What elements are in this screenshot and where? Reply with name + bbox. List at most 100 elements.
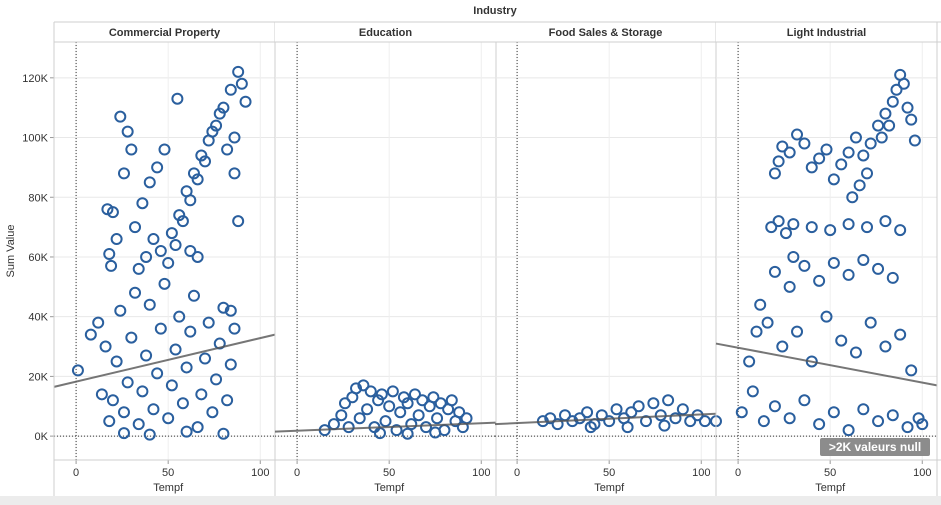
data-point[interactable] [165, 227, 178, 240]
data-point[interactable] [408, 388, 421, 401]
data-point[interactable] [842, 218, 855, 231]
data-point[interactable] [445, 394, 458, 407]
data-point[interactable] [195, 388, 208, 401]
data-point[interactable] [143, 176, 156, 189]
data-point[interactable] [750, 325, 763, 338]
data-point[interactable] [783, 412, 796, 425]
data-point[interactable] [184, 194, 197, 207]
data-point[interactable] [232, 65, 245, 78]
data-point[interactable] [350, 382, 363, 395]
data-point[interactable] [71, 364, 84, 377]
data-point[interactable] [217, 427, 230, 440]
data-point[interactable] [905, 113, 918, 126]
data-point[interactable] [221, 394, 234, 407]
data-point[interactable] [187, 289, 200, 302]
data-point[interactable] [372, 394, 385, 407]
data-point[interactable] [901, 421, 914, 434]
data-point[interactable] [228, 322, 241, 335]
data-point[interactable] [228, 167, 241, 180]
bottom-scroll-strip[interactable] [0, 496, 941, 505]
data-point[interactable] [335, 409, 348, 422]
data-point[interactable] [872, 415, 885, 428]
data-point[interactable] [879, 215, 892, 228]
data-point[interactable] [894, 224, 907, 237]
data-point[interactable] [813, 274, 826, 287]
data-point[interactable] [676, 403, 689, 416]
data-point[interactable] [383, 400, 396, 413]
data-point[interactable] [684, 415, 697, 428]
data-point[interactable] [132, 418, 145, 431]
data-point[interactable] [875, 131, 888, 144]
data-point[interactable] [151, 367, 164, 380]
data-point[interactable] [905, 364, 918, 377]
data-point[interactable] [897, 77, 910, 90]
data-point[interactable] [129, 286, 142, 299]
data-point[interactable] [783, 280, 796, 293]
data-point[interactable] [835, 334, 848, 347]
data-point[interactable] [169, 343, 182, 356]
trend-line[interactable] [494, 412, 717, 426]
data-point[interactable] [129, 221, 142, 234]
data-point[interactable] [420, 421, 433, 434]
data-point[interactable] [99, 340, 112, 353]
data-point[interactable] [176, 215, 189, 228]
data-point[interactable] [206, 125, 219, 138]
data-point[interactable] [813, 152, 826, 165]
data-point[interactable] [846, 191, 859, 204]
data-point[interactable] [117, 427, 130, 440]
data-point[interactable] [890, 83, 903, 96]
data-point[interactable] [757, 415, 770, 428]
data-point[interactable] [136, 385, 149, 398]
data-point[interactable] [453, 406, 466, 419]
data-point[interactable] [662, 394, 675, 407]
data-point[interactable] [864, 137, 877, 150]
data-point[interactable] [158, 277, 171, 290]
data-point[interactable] [224, 83, 237, 96]
data-point[interactable] [217, 301, 230, 314]
data-point[interactable] [401, 427, 414, 440]
data-point[interactable] [125, 143, 138, 156]
data-point[interactable] [427, 391, 440, 404]
data-point[interactable] [114, 110, 127, 123]
data-point[interactable] [776, 140, 789, 153]
data-point[interactable] [158, 143, 171, 156]
data-point[interactable] [842, 424, 855, 437]
data-point[interactable] [754, 298, 767, 311]
data-point[interactable] [791, 128, 804, 141]
trend-line[interactable] [274, 421, 497, 433]
data-point[interactable] [820, 143, 833, 156]
data-point[interactable] [375, 388, 388, 401]
data-point[interactable] [114, 304, 127, 317]
data-point[interactable] [171, 92, 184, 105]
data-point[interactable] [394, 406, 407, 419]
data-point[interactable] [117, 167, 130, 180]
data-point[interactable] [84, 328, 97, 341]
data-point[interactable] [173, 209, 186, 222]
data-point[interactable] [431, 412, 444, 425]
data-point[interactable] [658, 419, 671, 432]
data-point[interactable] [361, 403, 374, 416]
data-point[interactable] [894, 328, 907, 341]
data-point[interactable] [397, 391, 410, 404]
data-point[interactable] [235, 77, 248, 90]
data-point[interactable] [768, 400, 781, 413]
trend-line[interactable] [715, 342, 938, 387]
data-point[interactable] [861, 221, 874, 234]
data-point[interactable] [746, 385, 759, 398]
data-point[interactable] [136, 197, 149, 210]
data-point[interactable] [573, 412, 586, 425]
data-point[interactable] [169, 239, 182, 252]
data-point[interactable] [835, 158, 848, 171]
data-point[interactable] [849, 346, 862, 359]
data-point[interactable] [787, 218, 800, 231]
data-point[interactable] [121, 376, 134, 389]
data-point[interactable] [883, 119, 896, 132]
data-point[interactable] [886, 95, 899, 108]
data-point[interactable] [210, 119, 223, 132]
data-point[interactable] [224, 304, 237, 317]
trend-line[interactable] [53, 333, 276, 388]
data-point[interactable] [184, 325, 197, 338]
data-point[interactable] [886, 271, 899, 284]
data-point[interactable] [373, 427, 386, 440]
data-point[interactable] [191, 421, 204, 434]
